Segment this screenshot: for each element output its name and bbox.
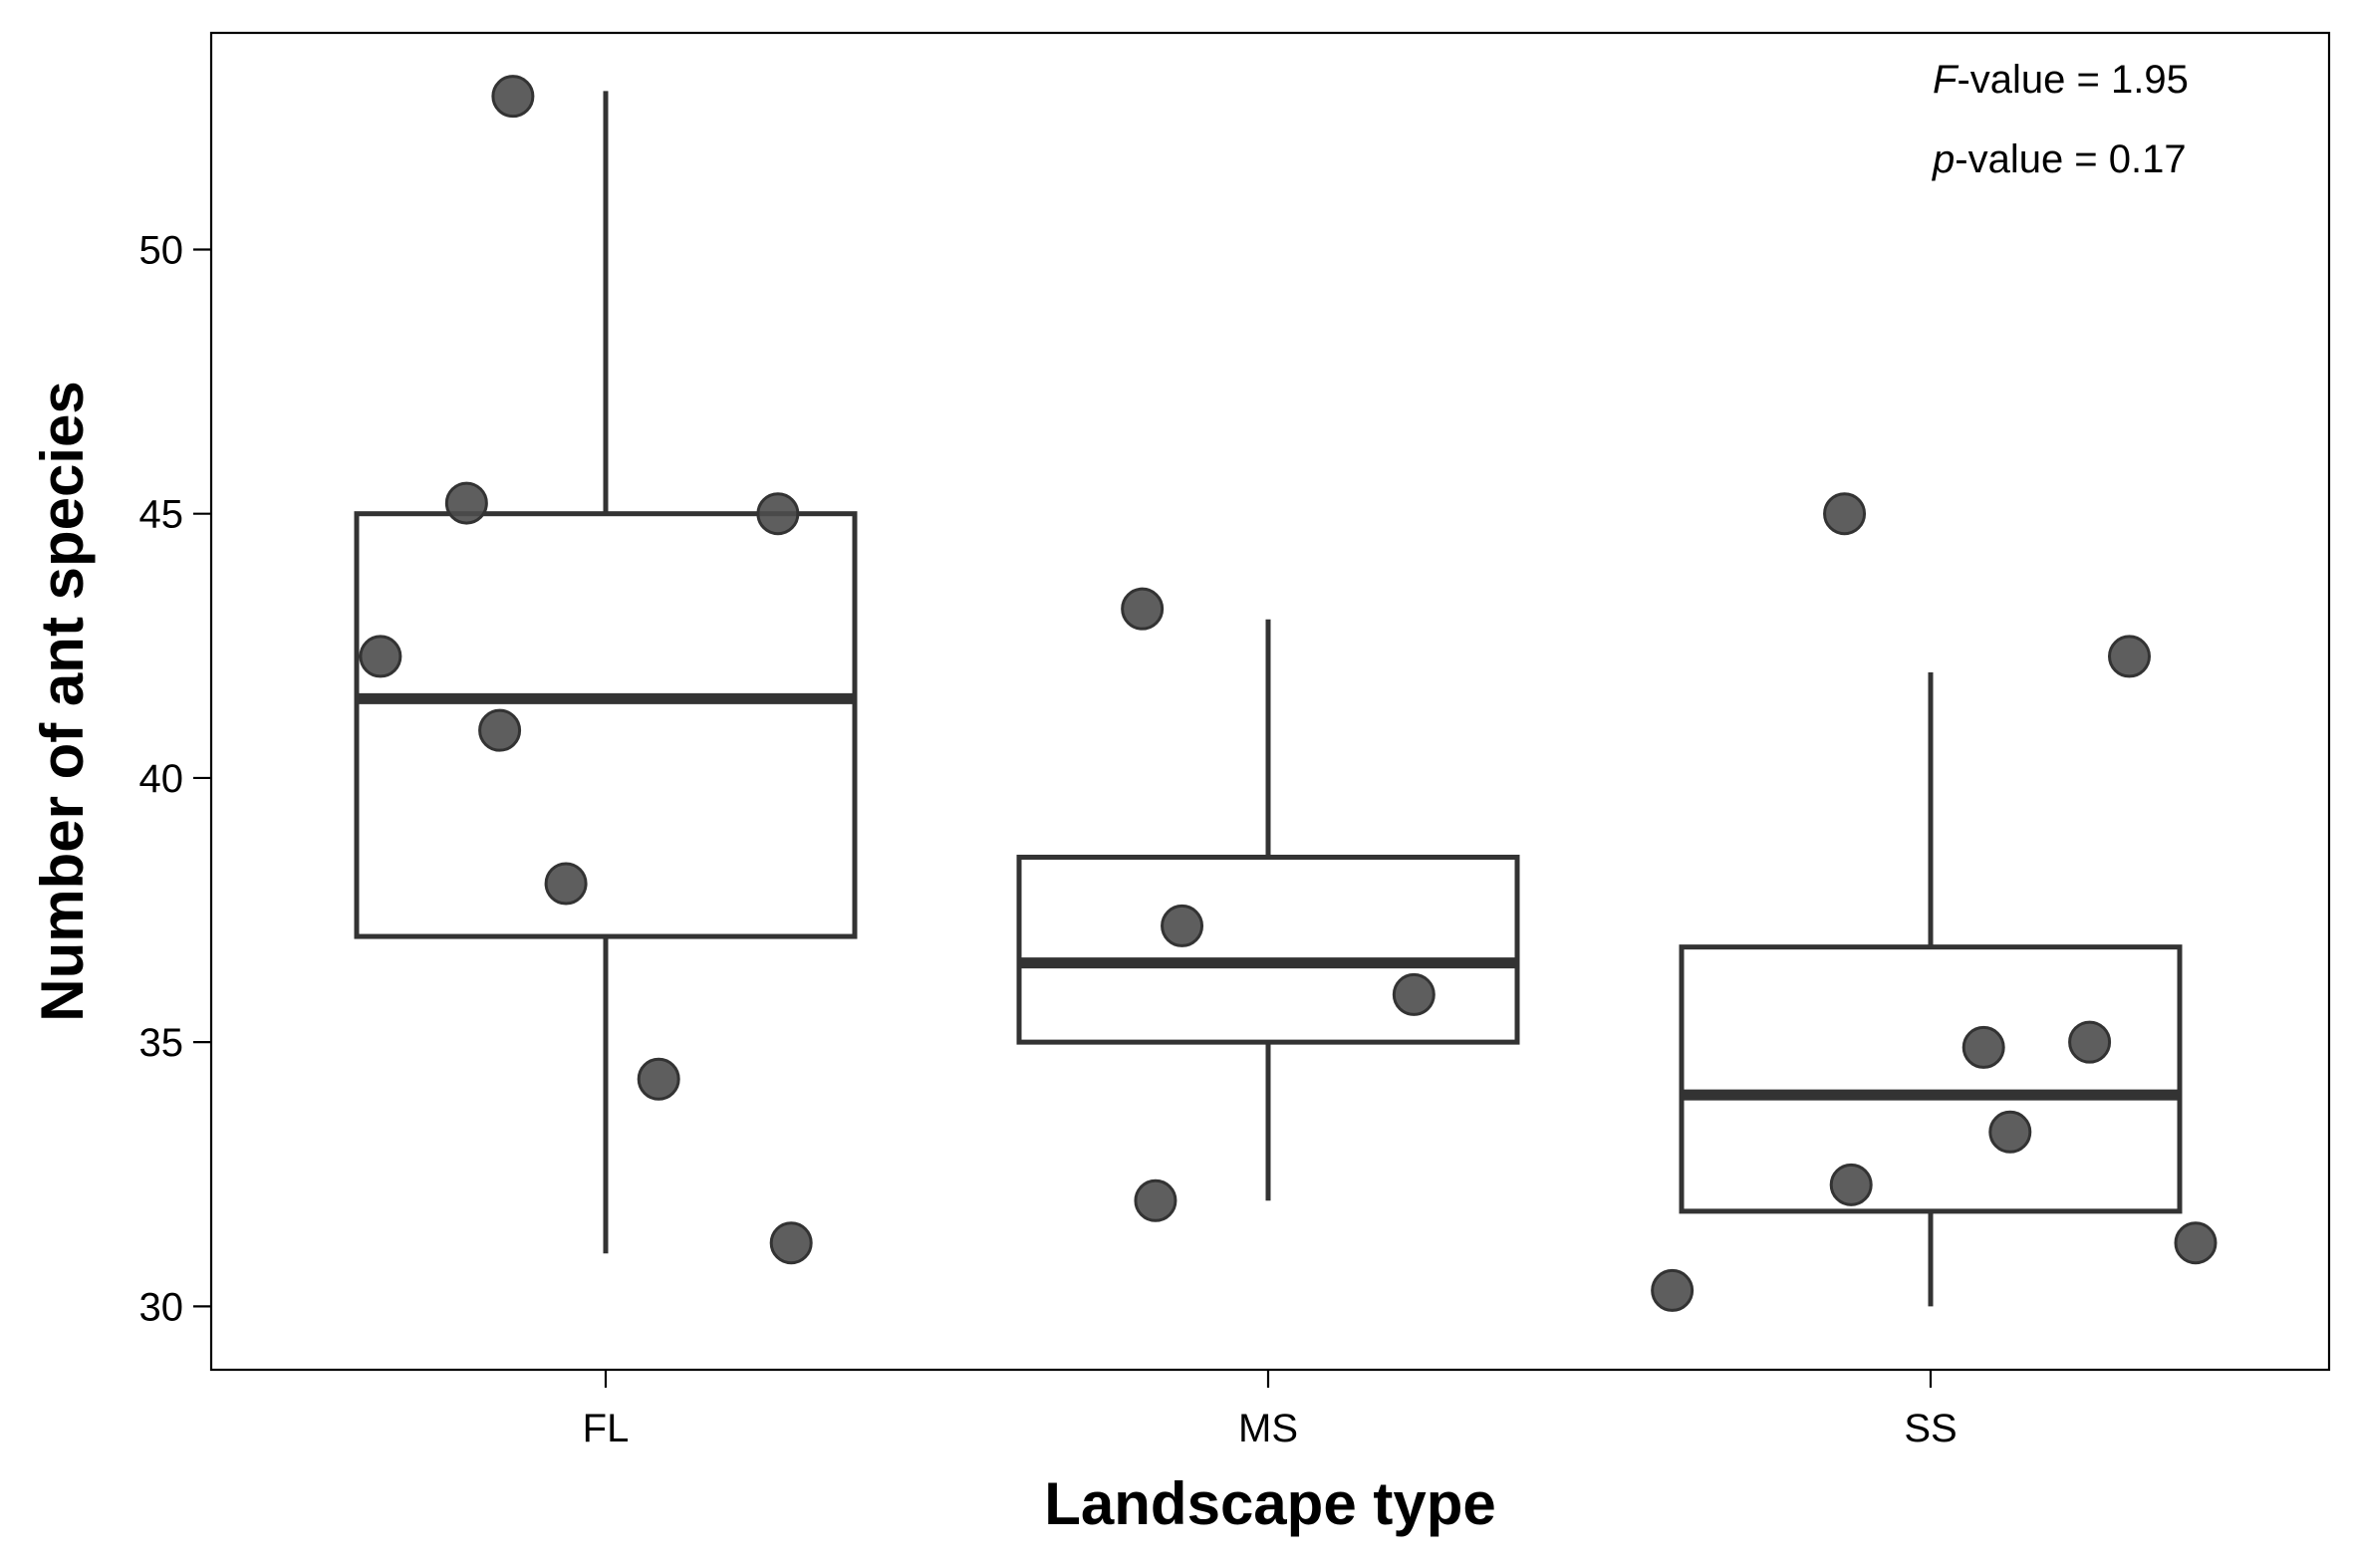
data-point-fl: [637, 1057, 680, 1101]
data-point-ss: [1823, 492, 1867, 536]
y-tick-label-35: 35: [139, 1021, 184, 1065]
box-ms: [1016, 854, 1520, 1045]
p-value-symbol: p: [1932, 137, 1955, 181]
data-point-ss: [1988, 1110, 2032, 1154]
data-point-ss: [1961, 1025, 2005, 1069]
f-value-text: -value = 1.95: [1957, 58, 2188, 102]
x-axis: FL MS SS: [583, 1370, 1958, 1450]
p-value-text: -value = 0.17: [1955, 137, 2186, 181]
data-point-ms: [1392, 972, 1436, 1016]
data-point-ss: [2174, 1221, 2218, 1265]
data-point-fl: [359, 635, 402, 678]
p-value-annotation: p-value = 0.17: [1932, 137, 2187, 181]
x-axis-title: Landscape type: [1044, 1470, 1496, 1537]
data-point-ss: [1829, 1163, 1873, 1206]
data-point-ms: [1134, 1178, 1177, 1222]
f-value-symbol: F: [1933, 58, 1960, 102]
data-point-fl: [444, 481, 488, 525]
data-point-fl: [769, 1221, 813, 1265]
x-tick-label-ss: SS: [1904, 1407, 1957, 1450]
y-tick-label-40: 40: [139, 757, 184, 801]
y-tick-label-45: 45: [139, 493, 184, 537]
data-point-ms: [1161, 904, 1204, 947]
data-point-fl: [544, 862, 588, 906]
x-tick-label-fl: FL: [583, 1407, 630, 1450]
box-fl: [354, 511, 858, 939]
y-axis: 30 35 40 45 50: [139, 228, 211, 1329]
y-tick-label-30: 30: [139, 1285, 184, 1329]
data-point-ss: [2068, 1020, 2112, 1064]
plot-frame: [209, 31, 2331, 1372]
x-tick-label-ms: MS: [1238, 1407, 1298, 1450]
plot-content: [354, 75, 2218, 1312]
y-tick-label-50: 50: [139, 228, 184, 272]
data-point-fl: [491, 75, 535, 119]
data-point-fl: [478, 708, 522, 752]
data-point-ms: [1121, 587, 1165, 631]
y-axis-title: Number of ant species: [29, 381, 96, 1022]
f-value-annotation: F-value = 1.95: [1933, 58, 2189, 102]
box-ss: [1679, 944, 2183, 1214]
data-point-fl: [756, 492, 800, 536]
data-point-ss: [2108, 635, 2151, 678]
data-point-ss: [1651, 1268, 1695, 1312]
